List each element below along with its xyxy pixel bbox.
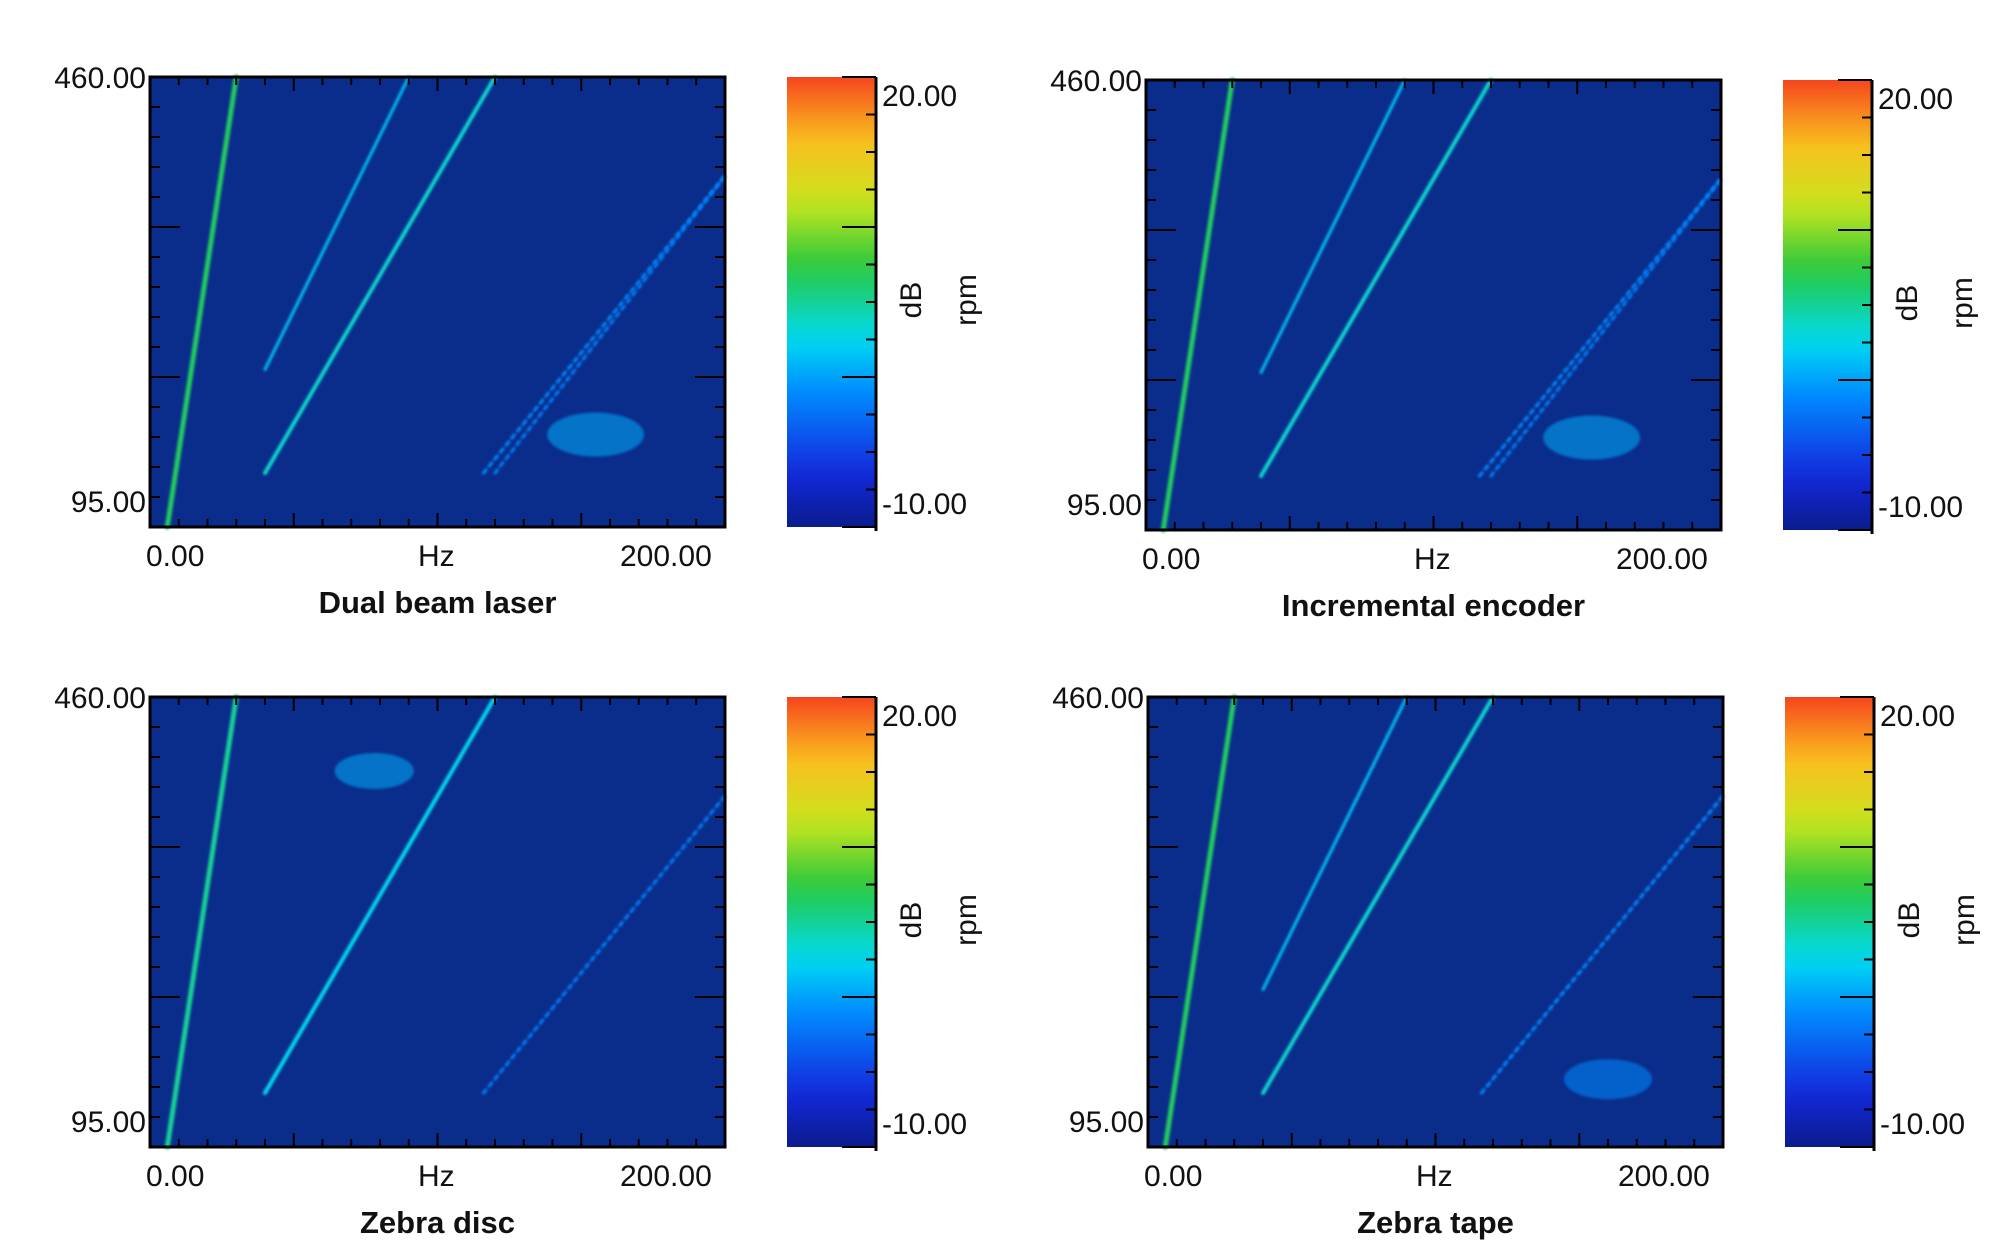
chart-title: Zebra tape [1357,1205,1514,1240]
chart-panel-4: 460.00 95.00 0.00 Hz 200.00 20.00 -10.00… [998,620,1993,1245]
colorbar-gradient [1783,80,1871,530]
heatmap-svg [1146,694,1725,1150]
heatmap-background [150,77,725,527]
chart-title: Zebra disc [359,1205,516,1240]
colorbar-gradient [787,697,875,1147]
colorbar [1785,696,1876,1151]
order-trace-1 [164,74,239,530]
y-tick-label-min: 95.00 [70,1106,146,1139]
heatmap-background [1146,80,1721,530]
heatmap-svg [1144,77,1723,533]
order-trace-2 [1259,78,1407,374]
colorbar-max-label: 20.00 [882,700,958,733]
colorbar [787,76,878,531]
colorbar-label: dB [895,281,928,319]
order-trace-2 [1261,695,1409,991]
x-axis-label: Hz [418,1160,455,1193]
x-tick-label-max: 200.00 [1618,1160,1710,1193]
x-tick-label-min: 0.00 [146,540,205,573]
order-trace-2 [263,75,411,371]
colorbar-gradient [787,77,875,527]
chart-title: Incremental encoder [1281,588,1586,623]
colorbar-label: dB [1893,901,1926,939]
colorbar [787,696,878,1151]
x-axis-label: Hz [1414,543,1451,576]
colorbar-unit: rpm [1948,894,1981,946]
order-trace-1 [1160,77,1235,533]
order-trace-4 [263,695,497,1095]
colorbar-unit: rpm [1946,277,1979,329]
colorbar [1783,79,1874,534]
y-tick-label-min: 95.00 [1068,1106,1144,1139]
x-axis-label: Hz [1416,1160,1453,1193]
heatmap-svg [148,693,727,1151]
colorbar-min-label: -10.00 [882,1108,968,1141]
colorbar-svg [787,76,878,531]
x-tick-label-max: 200.00 [1616,543,1708,576]
order-trace-4 [1480,794,1725,1095]
plot-area [1144,77,1723,533]
colorbar-gradient [1785,697,1873,1147]
resonance-blob-1 [1564,1059,1652,1100]
y-tick-label-max: 460.00 [1050,65,1142,98]
plot-area [148,74,727,530]
colorbar-max-label: 20.00 [1878,83,1954,116]
order-trace-5 [1489,177,1723,478]
x-tick-label-min: 0.00 [146,1160,205,1193]
chart-panel-1: 460.00 95.00 0.00 Hz 200.00 20.00 -10.00… [0,0,996,625]
colorbar-label: dB [1891,284,1924,322]
chart-panel-2: 460.00 95.00 0.00 Hz 200.00 20.00 -10.00… [996,3,1992,628]
colorbar-min-label: -10.00 [882,488,968,521]
plot-area [148,693,727,1151]
order-trace-3 [1261,695,1495,1095]
colorbar-unit: rpm [950,894,983,946]
resonance-blob-1 [1543,415,1641,460]
y-tick-label-max: 460.00 [1052,682,1144,715]
x-tick-label-max: 200.00 [620,1160,712,1193]
colorbar-svg [1783,79,1874,534]
colorbar-svg [1785,696,1876,1151]
colorbar-max-label: 20.00 [882,80,958,113]
chart-title: Dual beam laser [318,585,557,620]
x-axis-label: Hz [418,540,455,573]
x-tick-label-max: 200.00 [620,540,712,573]
order-trace-5 [482,794,727,1095]
plot-area [1146,694,1725,1150]
y-tick-label-max: 460.00 [54,682,146,715]
x-tick-label-min: 0.00 [1144,1160,1203,1193]
heatmap-svg [148,74,727,530]
colorbar-svg [787,696,878,1151]
y-tick-label-min: 95.00 [70,486,146,519]
order-trace-5 [493,174,727,475]
order-trace-4 [482,174,727,475]
colorbar-max-label: 20.00 [1880,700,1956,733]
resonance-blob-1 [334,752,414,789]
order-trace-3 [1259,78,1493,478]
order-trace-3 [263,75,497,475]
y-tick-label-max: 460.00 [54,62,146,95]
chart-panel-3: 460.00 95.00 0.00 Hz 200.00 20.00 -10.00… [0,620,996,1245]
colorbar-unit: rpm [950,274,983,326]
order-trace-4 [1478,177,1723,478]
y-tick-label-min: 95.00 [1066,489,1142,522]
colorbar-min-label: -10.00 [1880,1108,1966,1141]
colorbar-label: dB [895,901,928,939]
order-trace-2 [164,694,239,1150]
resonance-blob-1 [547,412,645,457]
colorbar-min-label: -10.00 [1878,491,1964,524]
order-trace-1 [1162,694,1237,1150]
x-tick-label-min: 0.00 [1142,543,1201,576]
